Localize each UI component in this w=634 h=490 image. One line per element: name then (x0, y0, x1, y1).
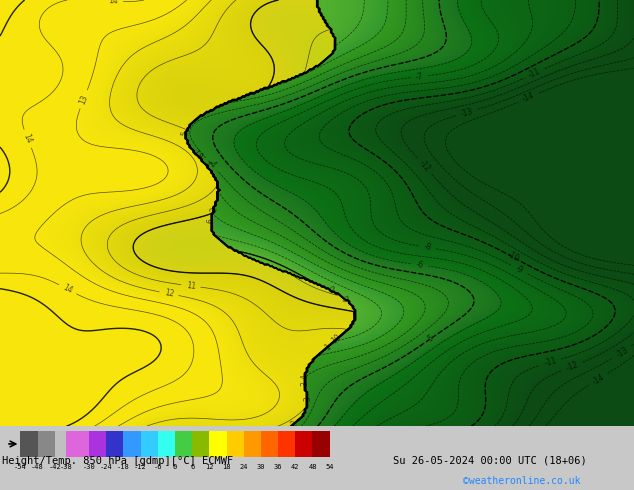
Text: -18: -18 (117, 465, 130, 470)
Text: -8: -8 (423, 243, 432, 252)
Bar (124, 431, 141, 457)
Text: 14: 14 (108, 0, 119, 6)
Bar (175, 431, 192, 457)
Text: -11: -11 (527, 67, 542, 80)
Text: 6: 6 (207, 219, 216, 223)
Bar (261, 431, 278, 457)
Text: 48: 48 (308, 465, 317, 470)
Text: -48: -48 (31, 465, 44, 470)
Text: -14: -14 (521, 91, 536, 104)
Text: -4: -4 (205, 158, 217, 170)
Text: 30: 30 (257, 465, 265, 470)
Text: -14: -14 (591, 372, 606, 387)
Bar (66, 431, 89, 457)
Text: 13: 13 (78, 93, 89, 105)
Text: 14: 14 (61, 283, 74, 295)
Text: 12: 12 (205, 465, 214, 470)
Bar (243, 431, 261, 457)
Text: 12: 12 (164, 288, 174, 299)
Text: -9: -9 (514, 264, 524, 275)
Text: 36: 36 (274, 465, 282, 470)
Text: -38: -38 (60, 465, 72, 470)
Text: -2: -2 (288, 418, 300, 430)
Bar (20, 431, 37, 457)
Bar (313, 431, 330, 457)
Text: 5: 5 (181, 131, 190, 137)
Text: 54: 54 (325, 465, 334, 470)
Bar (37, 431, 55, 457)
Text: -7: -7 (415, 72, 424, 81)
Bar (55, 431, 66, 457)
Text: 42: 42 (291, 465, 299, 470)
Text: -12: -12 (134, 465, 147, 470)
Text: 8: 8 (194, 152, 204, 162)
Text: -12: -12 (565, 360, 579, 373)
Bar (278, 431, 295, 457)
Text: -54: -54 (14, 465, 27, 470)
Text: -1: -1 (322, 342, 333, 353)
Bar (209, 431, 226, 457)
Text: 0: 0 (173, 465, 177, 470)
Text: 10: 10 (330, 332, 342, 345)
Bar (141, 431, 158, 457)
Text: 9: 9 (339, 294, 349, 305)
Text: 18: 18 (223, 465, 231, 470)
Text: -6: -6 (415, 260, 424, 270)
Text: Su 26-05-2024 00:00 UTC (18+06): Su 26-05-2024 00:00 UTC (18+06) (393, 456, 587, 466)
Text: -3: -3 (304, 395, 313, 403)
Bar (158, 431, 175, 457)
Bar (295, 431, 313, 457)
Text: 0: 0 (325, 284, 335, 294)
Bar (192, 431, 209, 457)
Text: -12: -12 (417, 158, 432, 173)
Text: 11: 11 (186, 281, 196, 291)
Text: -13: -13 (460, 106, 474, 119)
Text: 2: 2 (209, 206, 219, 212)
Text: -24: -24 (100, 465, 113, 470)
Text: 24: 24 (240, 465, 248, 470)
Text: -6: -6 (153, 465, 162, 470)
Bar (107, 431, 124, 457)
Text: -5: -5 (425, 333, 436, 345)
Text: 6: 6 (190, 465, 195, 470)
Text: Height/Temp. 850 hPa [gdmp][°C] ECMWF: Height/Temp. 850 hPa [gdmp][°C] ECMWF (2, 456, 233, 466)
Text: -11: -11 (543, 356, 558, 368)
Text: -13: -13 (614, 345, 630, 359)
Text: 4: 4 (301, 374, 309, 379)
Bar (89, 431, 107, 457)
Text: 14: 14 (22, 132, 34, 145)
Text: -10: -10 (505, 250, 521, 264)
Text: -42: -42 (48, 465, 61, 470)
Bar (226, 431, 243, 457)
Text: -30: -30 (82, 465, 96, 470)
Text: 7: 7 (200, 159, 210, 170)
Text: ©weatheronline.co.uk: ©weatheronline.co.uk (463, 476, 580, 486)
Text: 3: 3 (301, 381, 310, 386)
Text: 1: 1 (190, 148, 200, 157)
